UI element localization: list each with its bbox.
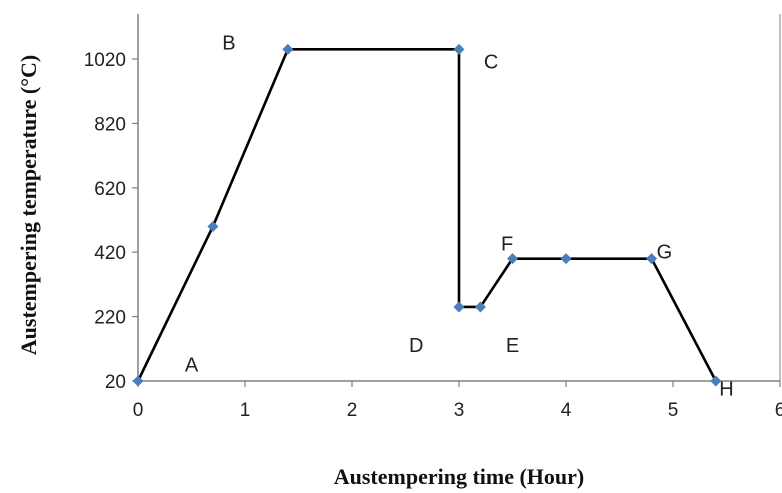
y-axis-title: Austempering temperature (°C)	[16, 55, 41, 355]
point-labels: A B C D E F G H	[185, 32, 734, 400]
point-label: C	[484, 52, 498, 74]
data-point-marker	[646, 253, 658, 265]
tick-labels: 20 220 420 620 820 1020 0 1 2 3 4 5 6	[84, 50, 782, 421]
point-label: F	[501, 234, 513, 256]
y-tick-label: 820	[94, 114, 126, 135]
axes	[132, 14, 781, 387]
data-point-marker	[132, 375, 144, 387]
y-tick-label: 420	[94, 243, 126, 264]
point-label: B	[222, 32, 235, 54]
data-point-marker	[453, 43, 465, 55]
data-point-marker	[507, 253, 518, 265]
y-tick-label: 220	[94, 308, 126, 329]
point-label: E	[506, 335, 519, 357]
y-tick-label: 1020	[84, 50, 126, 71]
x-tick-label: 6	[775, 400, 782, 421]
data-point-marker	[710, 375, 722, 387]
x-tick-label: 3	[454, 400, 465, 421]
data-point-marker	[453, 301, 465, 313]
data-point-marker	[560, 253, 572, 265]
x-axis-title: Austempering time (Hour)	[334, 464, 585, 489]
series-line	[136, 48, 717, 382]
x-tick-label: 4	[561, 400, 572, 421]
point-label: A	[185, 354, 199, 376]
data-point-marker	[282, 43, 294, 55]
data-point-marker	[474, 301, 486, 313]
x-tick-label: 2	[347, 400, 358, 421]
point-label: H	[719, 378, 733, 400]
x-tick-label: 0	[133, 400, 144, 421]
x-tick-label: 5	[668, 400, 679, 421]
data-point-marker	[207, 220, 219, 232]
x-tick-label: 1	[240, 400, 251, 421]
y-tick-label: 620	[94, 179, 126, 200]
y-tick-label: 20	[105, 372, 126, 393]
series	[132, 43, 722, 387]
point-label: D	[409, 335, 423, 357]
point-label: G	[657, 242, 673, 264]
